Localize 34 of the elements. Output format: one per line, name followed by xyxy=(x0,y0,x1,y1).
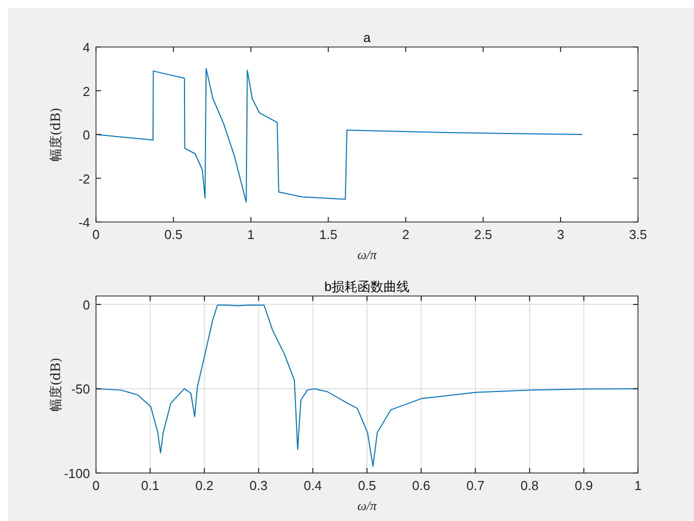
x-tick-label: 0.9 xyxy=(574,478,593,493)
x-tick-label: 0.7 xyxy=(466,478,484,493)
x-tick-label: 0 xyxy=(92,478,100,493)
x-tick-label: 0.3 xyxy=(250,478,268,493)
x-tick-label: 0 xyxy=(92,227,100,242)
x-tick-label: 2 xyxy=(402,227,410,242)
x-tick-label: 0.4 xyxy=(304,478,322,493)
x-tick-label: 1 xyxy=(247,227,254,242)
x-axis-title: ω/π xyxy=(357,498,378,513)
y-tick-label: -4 xyxy=(78,215,90,230)
x-tick-label: 1 xyxy=(634,478,642,493)
x-tick-label: 3.5 xyxy=(628,227,648,242)
x-tick-label: 0.6 xyxy=(412,478,430,493)
x-tick-label: 0.1 xyxy=(141,478,160,493)
y-tick-label: 4 xyxy=(82,40,90,55)
x-tick-label: 1.5 xyxy=(319,227,338,242)
line-series xyxy=(96,68,583,203)
y-tick-label: 0 xyxy=(82,297,90,312)
x-tick-label: 0.2 xyxy=(195,478,214,493)
x-tick-label: 2.5 xyxy=(474,227,492,242)
y-axis-title: 幅度(dB) xyxy=(48,357,64,412)
x-axis-title: ω/π xyxy=(357,247,378,262)
y-tick-label: -100 xyxy=(64,466,90,481)
y-axis-title: 幅度(dB) xyxy=(48,107,64,162)
y-tick-label: 2 xyxy=(82,84,90,99)
x-tick-label: 0.8 xyxy=(520,478,539,493)
y-tick-label: -50 xyxy=(71,382,90,397)
y-tick-label: -2 xyxy=(78,171,90,186)
x-tick-label: 0.5 xyxy=(164,227,182,242)
chart-title: a xyxy=(363,30,372,45)
chart-title: b损耗函数曲线 xyxy=(324,279,410,294)
y-tick-label: 0 xyxy=(82,128,90,142)
x-tick-label: 0.5 xyxy=(358,478,376,493)
x-tick-label: 3 xyxy=(556,227,564,242)
